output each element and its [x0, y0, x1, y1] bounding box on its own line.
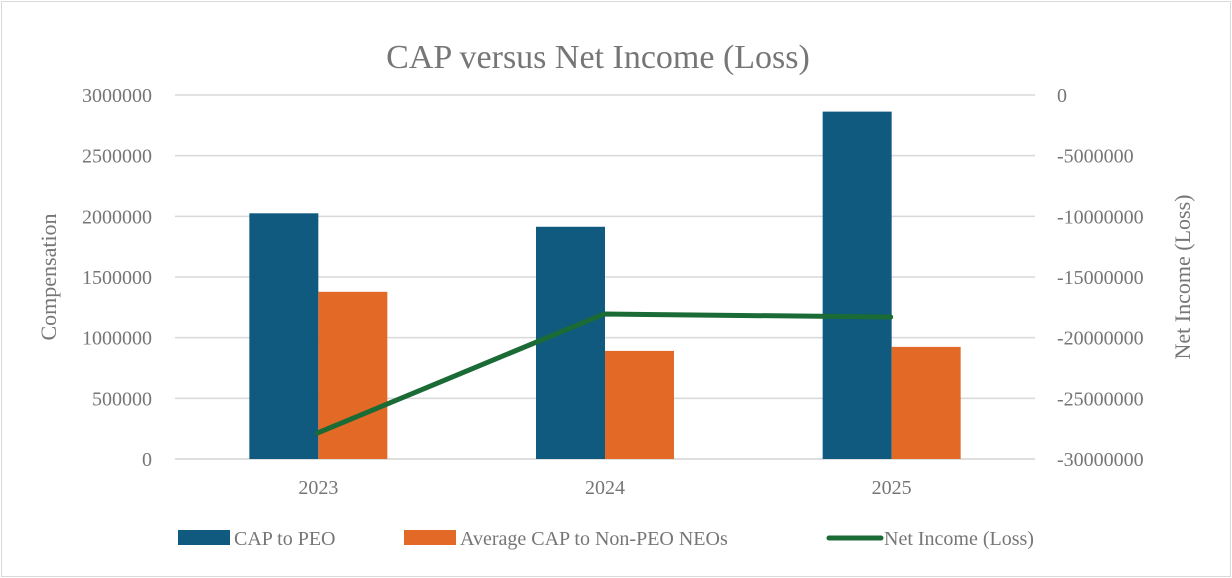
y-tick-label: 1500000 [82, 267, 152, 289]
bar-cap-to-peo-2024 [536, 226, 605, 459]
chart-title: CAP versus Net Income (Loss) [386, 39, 810, 76]
y-tick-label: 2500000 [82, 146, 152, 168]
y-tick-label: 3000000 [82, 85, 152, 107]
x-tick-label: 2025 [872, 477, 912, 499]
y2-tick-label: -20000000 [1057, 328, 1144, 350]
legend-swatch [178, 530, 230, 545]
legend-swatch [404, 530, 456, 545]
y2-tick-label: -10000000 [1057, 206, 1144, 228]
legend-label: Net Income (Loss) [884, 528, 1034, 550]
y2-tick-label: 0 [1057, 85, 1067, 107]
legend-item-average-cap-to-non-peo-neos: Average CAP to Non-PEO NEOs [404, 528, 728, 550]
legend-item-net-income-loss-: Net Income (Loss) [826, 528, 1034, 550]
y-tick-label: 500000 [92, 388, 152, 410]
bars [249, 111, 961, 459]
y2-axis-ticks: -30000000 -25000000 -20000000 -15000000 -100… [1057, 85, 1144, 471]
x-axis-ticks: 2023 2024 2025 [298, 477, 911, 499]
y-tick-label: 2000000 [82, 206, 152, 228]
y-axis-ticks: 0 500000 1000000 1500000 2000000 2500000 30000… [82, 85, 152, 471]
x-tick-label: 2023 [298, 477, 338, 499]
y2-tick-label: -5000000 [1057, 146, 1134, 168]
bar-average-cap-to-non-peo-neos-2023 [318, 291, 388, 459]
y2-tick-label: -15000000 [1057, 267, 1144, 289]
legend-label: Average CAP to Non-PEO NEOs [460, 528, 728, 550]
bar-average-cap-to-non-peo-neos-2024 [605, 350, 674, 459]
y2-tick-label: -30000000 [1057, 449, 1144, 471]
net-income-line-group [314, 311, 894, 436]
bar-cap-to-peo-2025 [822, 111, 892, 459]
bar-average-cap-to-non-peo-neos-2025 [891, 346, 961, 459]
bar-cap-to-peo-2023 [249, 213, 319, 459]
y-tick-label: 0 [142, 449, 152, 471]
legend-item-cap-to-peo: CAP to PEO [178, 528, 336, 550]
y-axis-label: Compensation [36, 213, 61, 340]
legend-label: CAP to PEO [234, 528, 336, 550]
y2-axis-label: Net Income (Loss) [1170, 195, 1195, 360]
x-tick-label: 2024 [585, 477, 625, 499]
y2-tick-label: -25000000 [1057, 388, 1144, 410]
y-tick-label: 1000000 [82, 328, 152, 350]
legend: CAP to PEO Average CAP to Non-PEO NEOs Net… [178, 528, 1034, 550]
